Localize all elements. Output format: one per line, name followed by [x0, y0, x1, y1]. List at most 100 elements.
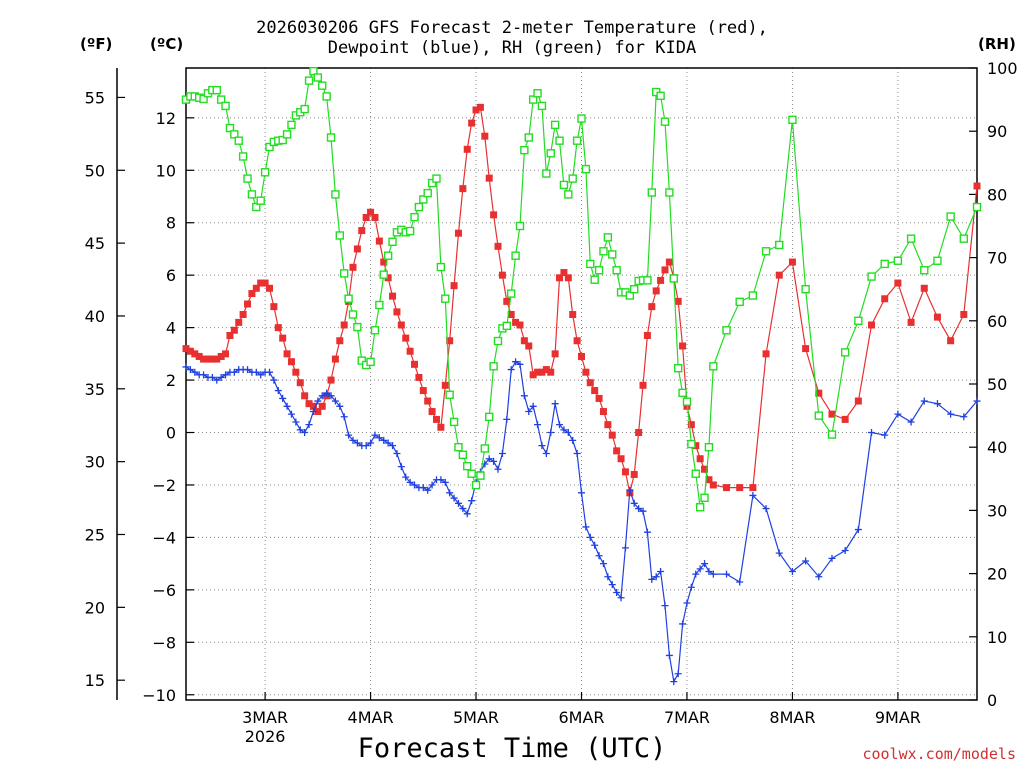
rh-point — [375, 300, 384, 310]
temperature-point — [933, 313, 941, 321]
dewpoint-point — [661, 602, 669, 610]
dewpoint-point — [591, 541, 599, 549]
rh-point — [568, 174, 577, 183]
rh-tick-label: 70 — [987, 249, 1007, 268]
dewpoint-point — [270, 376, 278, 384]
temperature-point — [639, 381, 647, 389]
rh-point — [946, 212, 955, 221]
dewpoint-point — [406, 478, 414, 486]
celsius-tick-label: 10 — [156, 161, 176, 180]
temperature-point — [428, 408, 436, 416]
dewpoint-point — [586, 533, 594, 541]
temperature-point — [525, 342, 533, 350]
temperature-point — [613, 447, 621, 455]
rh-point — [590, 275, 599, 284]
dewpoint-point — [560, 426, 568, 434]
dewpoint-point — [630, 499, 638, 507]
dewpoint-point — [283, 402, 291, 410]
celsius-tick-label: 6 — [166, 266, 176, 285]
rh-tick-label: 30 — [987, 501, 1007, 520]
dewpoint-point — [639, 507, 647, 515]
temperature-point — [340, 321, 348, 329]
rh-point — [801, 285, 810, 294]
temperature-point — [674, 297, 682, 305]
temperature-point — [244, 300, 252, 308]
rh-point — [436, 262, 446, 272]
rh-point — [326, 133, 336, 142]
rh-point — [564, 190, 573, 199]
temperature-point — [788, 258, 796, 266]
rh-point — [555, 136, 564, 145]
dewpoint-point — [665, 651, 673, 659]
rh-point — [880, 259, 889, 269]
temperature-point — [309, 402, 317, 410]
dewpoint-point — [802, 557, 810, 565]
dewpoint-point — [516, 360, 524, 368]
dewpoint-point — [217, 373, 225, 381]
celsius-tick-label: −4 — [152, 528, 176, 547]
rh-point — [322, 92, 331, 101]
dewpoint-point — [692, 570, 700, 578]
x-tick-label: 5MAR — [453, 708, 499, 727]
rh-point — [814, 411, 823, 420]
temperature-point — [393, 308, 401, 316]
temperature-point — [437, 423, 445, 431]
temperature-point — [854, 397, 862, 405]
dewpoint-point — [626, 486, 634, 494]
rh-point — [599, 247, 608, 256]
temperature-point — [239, 311, 247, 319]
temperature-point — [679, 342, 687, 350]
dewpoint-point — [428, 481, 436, 489]
dewpoint-point — [494, 465, 502, 473]
rh-point — [287, 120, 296, 130]
temperature-point — [894, 279, 902, 287]
rh-point — [827, 430, 837, 439]
celsius-tick-label: 12 — [156, 109, 176, 128]
temperature-point — [960, 311, 968, 319]
dewpoint-point — [762, 505, 770, 513]
rh-point — [344, 294, 353, 303]
temperature-point — [459, 185, 467, 193]
dewpoint-point — [309, 408, 317, 416]
temperature-point — [287, 358, 295, 366]
rh-point — [383, 251, 393, 260]
temperature-point — [507, 311, 515, 319]
temperature-point — [279, 334, 287, 342]
dewpoint-point — [362, 442, 370, 450]
rh-point — [867, 272, 876, 281]
temperature-point — [485, 174, 493, 182]
rh-point — [234, 136, 243, 145]
rh-point — [840, 348, 850, 357]
rh-point — [247, 190, 257, 199]
dewpoint-point — [551, 400, 559, 408]
dewpoint-point — [828, 554, 836, 562]
dewpoint-point — [613, 588, 621, 596]
rh-point — [722, 326, 731, 335]
temperature-point — [947, 337, 955, 345]
dewpoint-point — [397, 463, 405, 471]
rh-point — [577, 114, 586, 123]
temperature-point — [362, 213, 370, 221]
dewpoint-point — [705, 568, 713, 576]
rh-point — [682, 397, 692, 406]
temperature-point — [881, 295, 889, 303]
temperature-point — [560, 269, 568, 277]
chart-title-line-2: Dewpoint (blue), RH (green) for KIDA — [327, 38, 697, 58]
temperature-point — [907, 318, 915, 326]
temperature-point — [235, 318, 243, 326]
rh-point — [300, 104, 309, 114]
temperature-point — [490, 211, 498, 219]
temperature-point — [657, 276, 665, 284]
dewpoint-point — [815, 573, 823, 581]
rh-point — [788, 115, 797, 125]
temperature-point — [586, 379, 594, 387]
rh-point — [432, 174, 441, 183]
dewpoint-point — [599, 560, 607, 568]
temperature-point — [230, 326, 238, 334]
dewpoint-point — [186, 366, 194, 374]
dewpoint-point — [512, 358, 520, 366]
dewpoint-point — [301, 429, 309, 437]
temperature-point — [226, 331, 234, 339]
temperature-point — [454, 229, 462, 237]
